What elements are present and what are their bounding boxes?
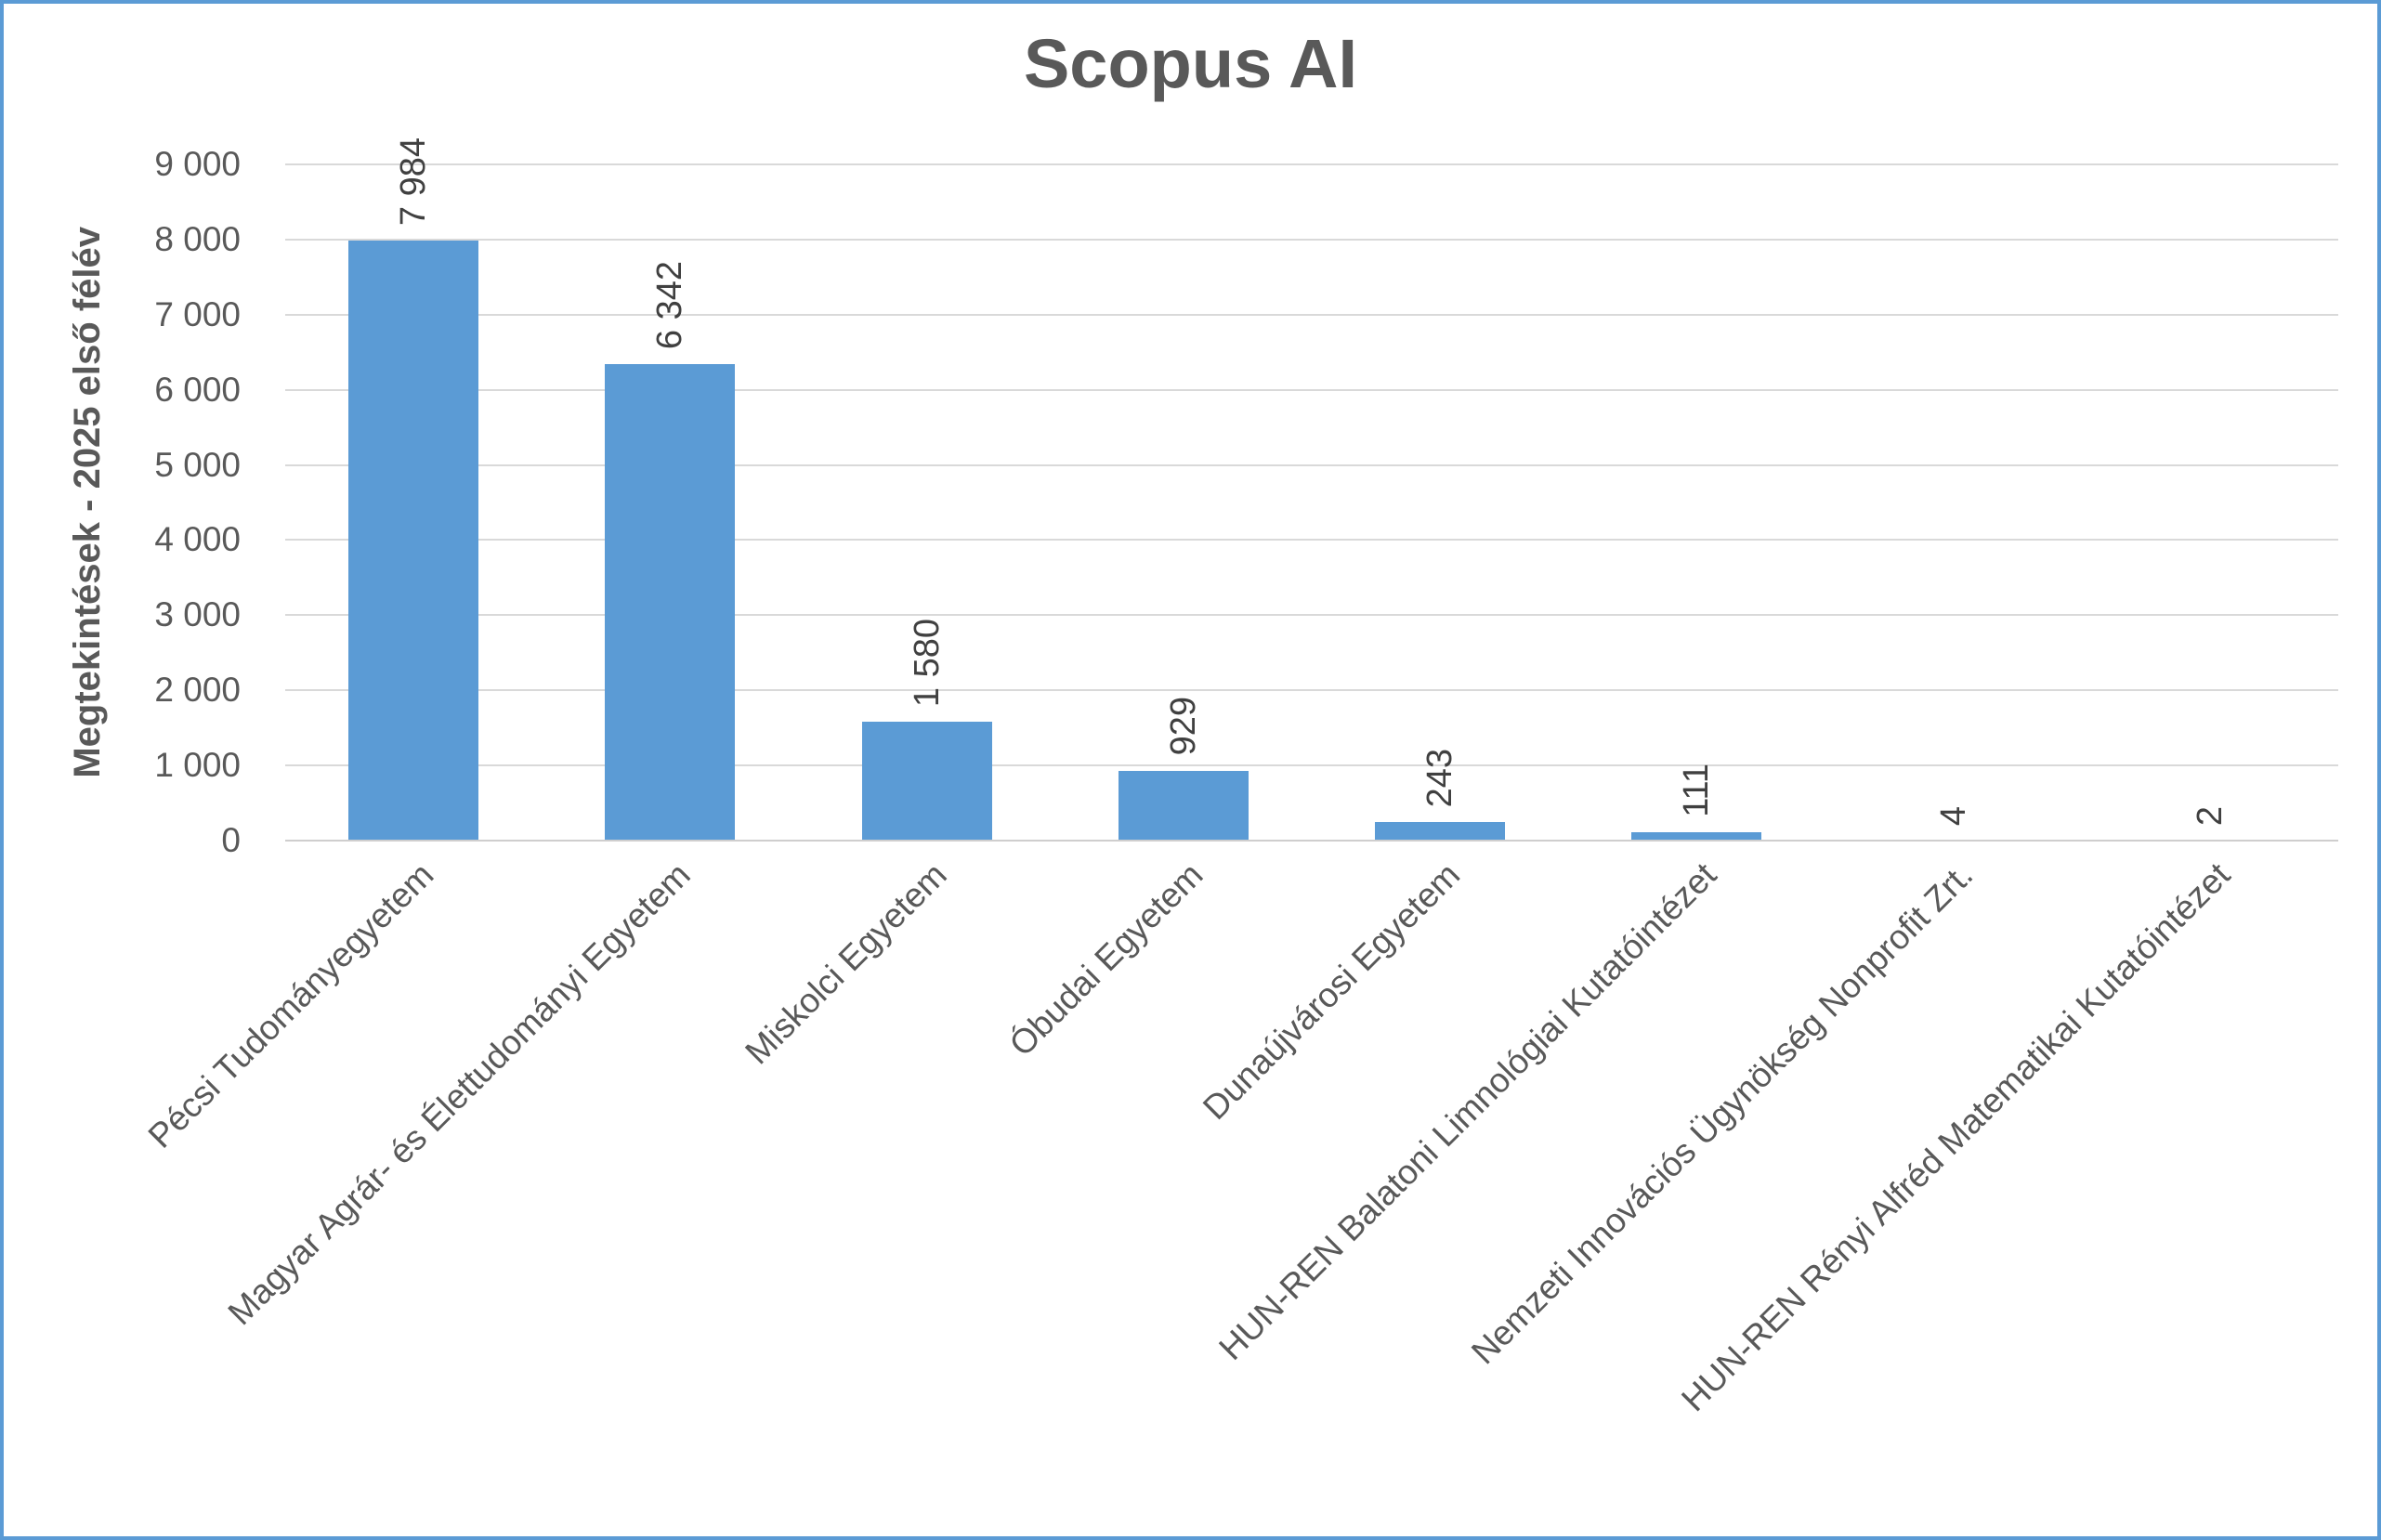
x-category-label: Pécsi Tudományegyetem: [140, 855, 441, 1155]
y-tick-label: 7 000: [154, 294, 241, 333]
x-category-label: Nemzeti Innovációs Ügynökség Nonprofit Z…: [1464, 855, 1981, 1372]
x-category-label: Magyar Agrár- és Élettudományi Egyetem: [220, 855, 698, 1333]
gridline: [285, 388, 2338, 391]
x-category-label: Miskolci Egyetem: [738, 855, 954, 1072]
bar-value-label: 2: [2190, 805, 2230, 826]
bar-value-label: 1 580: [907, 619, 947, 708]
gridline: [285, 163, 2338, 165]
x-category-label: Dunaújvárosi Egyetem: [1195, 855, 1468, 1128]
gridline: [285, 313, 2338, 316]
bar: [1118, 770, 1249, 841]
bar: [861, 722, 992, 841]
y-tick-label: 4 000: [154, 520, 241, 559]
gridline: [285, 463, 2338, 466]
x-category-label: HUN-REN Rényi Alfréd Matematikai Kutatói…: [1673, 855, 2237, 1419]
gridline: [285, 764, 2338, 767]
gridline: [285, 539, 2338, 542]
bar: [1375, 822, 1506, 841]
y-tick-label: 3 000: [154, 595, 241, 634]
bar-value-label: 111: [1677, 763, 1717, 818]
x-axis-line: [285, 840, 2338, 842]
y-tick-label: 6 000: [154, 370, 241, 409]
bar: [1631, 832, 1762, 841]
y-tick-label: 9 000: [154, 145, 241, 183]
y-axis-title: Megtekintések - 2025 első félév: [65, 164, 110, 841]
y-tick-label: 5 000: [154, 445, 241, 484]
bar-value-label: 243: [1420, 748, 1460, 808]
bar-value-label: 929: [1163, 697, 1203, 756]
bar: [605, 364, 736, 841]
x-category-label: Óbudai Egyetem: [1001, 855, 1210, 1064]
bar-value-label: 7 984: [394, 137, 434, 227]
gridline: [285, 614, 2338, 617]
chart-title: Scopus AI: [1023, 25, 1358, 102]
x-category-label: HUN-REN Balatoni Limnológiai Kutatóintéz…: [1211, 855, 1724, 1368]
bar-value-label: 6 342: [650, 260, 690, 350]
y-tick-label: 1 000: [154, 746, 241, 785]
gridline: [285, 689, 2338, 692]
bar: [348, 241, 479, 841]
y-tick-label: 0: [221, 821, 241, 859]
y-tick-label: 2 000: [154, 671, 241, 710]
gridline: [285, 238, 2338, 241]
y-tick-label: 8 000: [154, 219, 241, 258]
plot-area: 7 984 6 342 1 580 929 243 111 4 2: [285, 137, 2338, 842]
bar-value-label: 4: [1933, 805, 1973, 826]
